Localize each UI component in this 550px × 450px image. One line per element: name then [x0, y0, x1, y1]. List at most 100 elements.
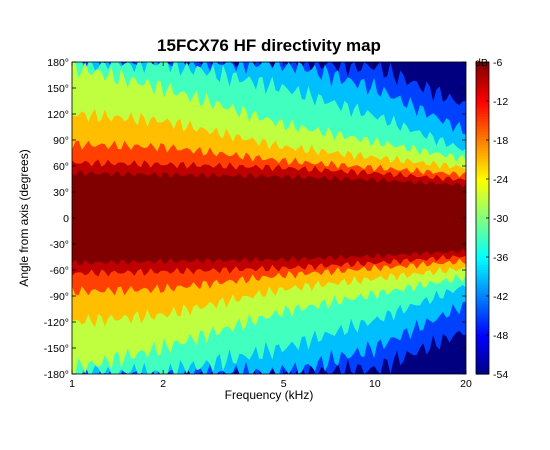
x-tick-label: 2: [160, 378, 166, 390]
colorbar-segment: [476, 75, 489, 79]
colorbar-tick-label: -54: [493, 369, 508, 381]
colorbar-segment: [476, 309, 489, 313]
chart-title: 15FCX76 HF directivity map: [157, 36, 381, 55]
x-axis-label: Frequency (kHz): [225, 388, 314, 402]
colorbar-segment: [476, 319, 489, 323]
colorbar-segment: [476, 166, 489, 170]
colorbar-segment: [476, 223, 489, 227]
plot-area: [72, 62, 466, 374]
colorbar-segment: [476, 147, 489, 151]
colorbar-segment: [476, 290, 489, 294]
colorbar-segment: [476, 145, 489, 149]
colorbar-segment: [476, 160, 489, 164]
colorbar-segment: [476, 168, 489, 172]
colorbar-segment: [476, 69, 489, 73]
colorbar-segment: [476, 249, 489, 253]
colorbar-segment: [476, 277, 489, 281]
colorbar-segment: [476, 158, 489, 162]
colorbar-segment: [476, 192, 489, 196]
colorbar-segment: [476, 215, 489, 219]
colorbar: -6 -12 -18 -24 -30 -36 -42 -48 -54 dB: [475, 57, 508, 381]
colorbar-segment: [476, 251, 489, 255]
colorbar-segment: [476, 301, 489, 305]
colorbar-segment: [476, 90, 489, 94]
colorbar-segment: [476, 134, 489, 138]
colorbar-segment: [476, 88, 489, 92]
y-tick-label: -150°: [44, 343, 69, 355]
colorbar-segment: [476, 342, 489, 346]
colorbar-segment: [476, 270, 489, 274]
colorbar-segment: [476, 137, 489, 141]
colorbar-segment: [476, 231, 489, 235]
colorbar-segment: [476, 363, 489, 367]
colorbar-tick-label: -12: [493, 96, 508, 108]
x-tick-label: 20: [460, 378, 472, 390]
colorbar-tick-label: -42: [493, 291, 508, 303]
colorbar-tick-label: -24: [493, 174, 508, 186]
colorbar-segment: [476, 93, 489, 97]
colorbar-segment: [476, 171, 489, 175]
colorbar-segment: [476, 296, 489, 300]
colorbar-segment: [476, 212, 489, 216]
y-tick-label: -60°: [50, 265, 69, 277]
colorbar-segment: [476, 205, 489, 209]
colorbar-segment: [476, 236, 489, 240]
y-tick-label: -30°: [50, 239, 69, 251]
colorbar-segment: [476, 361, 489, 365]
colorbar-segment: [476, 77, 489, 81]
colorbar-segment: [476, 106, 489, 110]
colorbar-segment: [476, 186, 489, 190]
colorbar-segment: [476, 132, 489, 136]
colorbar-segment: [476, 358, 489, 362]
y-tick-label: 0: [63, 213, 69, 225]
colorbar-segment: [476, 82, 489, 86]
x-tick-label: 5: [281, 378, 287, 390]
colorbar-segment: [476, 298, 489, 302]
colorbar-segment: [476, 311, 489, 315]
colorbar-segment: [476, 121, 489, 125]
colorbar-segment: [476, 259, 489, 263]
colorbar-segment: [476, 103, 489, 107]
colorbar-tick-label: -48: [493, 330, 508, 342]
colorbar-segment: [476, 314, 489, 318]
colorbar-segment: [476, 262, 489, 266]
colorbar-segment: [476, 225, 489, 229]
colorbar-segment: [476, 179, 489, 183]
colorbar-segment: [476, 238, 489, 242]
colorbar-segment: [476, 280, 489, 284]
colorbar-segment: [476, 329, 489, 333]
colorbar-segment: [476, 218, 489, 222]
colorbar-tick-label: -6: [493, 57, 502, 69]
colorbar-segment: [476, 127, 489, 131]
colorbar-segment: [476, 355, 489, 359]
colorbar-segment: [476, 67, 489, 71]
colorbar-segment: [476, 80, 489, 84]
colorbar-segment: [476, 257, 489, 261]
colorbar-segment: [476, 335, 489, 339]
colorbar-tick-label: -30: [493, 213, 508, 225]
colorbar-segment: [476, 116, 489, 120]
colorbar-segment: [476, 72, 489, 76]
colorbar-segment: [476, 163, 489, 167]
colorbar-segment: [476, 275, 489, 279]
colorbar-segment: [476, 220, 489, 224]
y-tick-label: -180°: [44, 369, 69, 381]
colorbar-segment: [476, 288, 489, 292]
colorbar-segment: [476, 140, 489, 144]
colorbar-segment: [476, 306, 489, 310]
colorbar-segment: [476, 173, 489, 177]
colorbar-segment: [476, 264, 489, 268]
colorbar-segment: [476, 368, 489, 372]
colorbar-segment: [476, 124, 489, 128]
colorbar-segment: [476, 244, 489, 248]
colorbar-tick-label: -18: [493, 135, 508, 147]
colorbar-segment: [476, 119, 489, 123]
colorbar-segment: [476, 155, 489, 159]
colorbar-segment: [476, 210, 489, 214]
colorbar-segment: [476, 285, 489, 289]
colorbar-segment: [476, 108, 489, 112]
colorbar-segment: [476, 176, 489, 180]
colorbar-segment: [476, 350, 489, 354]
colorbar-segment: [476, 371, 489, 375]
colorbar-segment: [476, 345, 489, 349]
